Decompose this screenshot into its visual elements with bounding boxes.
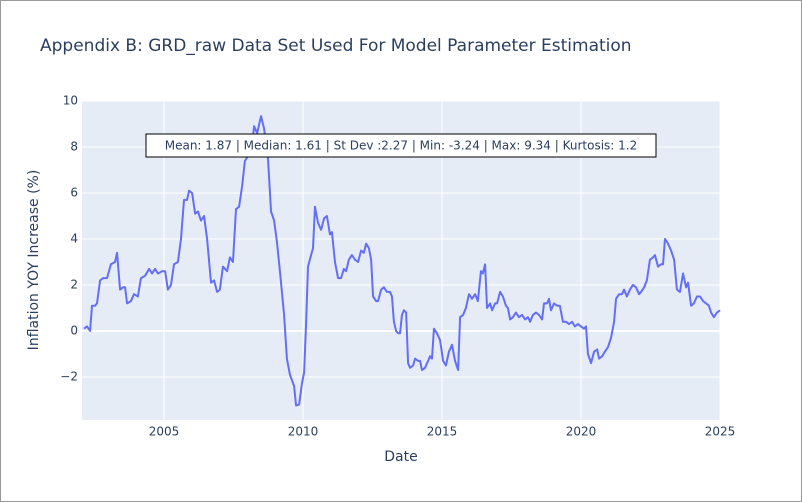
annotation-box (145, 133, 657, 158)
chart-title: Appendix B: GRD_raw Data Set Used For Mo… (40, 36, 632, 56)
x-tick-label: 2010 (288, 425, 319, 439)
x-tick-label: 2005 (149, 425, 180, 439)
y-tick-label: 8 (70, 139, 78, 153)
y-tick-label: 2 (70, 277, 78, 291)
y-tick-label: 0 (70, 323, 78, 337)
y-tick-label: 10 (63, 94, 78, 108)
x-tick-label: 2015 (427, 425, 458, 439)
annotation: Mean: 1.87 | Median: 1.61 | St Dev :2.27… (165, 139, 638, 153)
y-tick-label: 6 (70, 185, 78, 199)
y-tick-label: 4 (70, 231, 78, 245)
line-series (83, 115, 721, 407)
y-tick-label: −2 (60, 369, 78, 383)
x-tick-label: 2020 (566, 425, 597, 439)
x-axis-title: Date (384, 449, 417, 465)
y-axis-title: Inflation YOY Increase (%) (26, 170, 42, 351)
x-tick-label: 2025 (705, 425, 736, 439)
